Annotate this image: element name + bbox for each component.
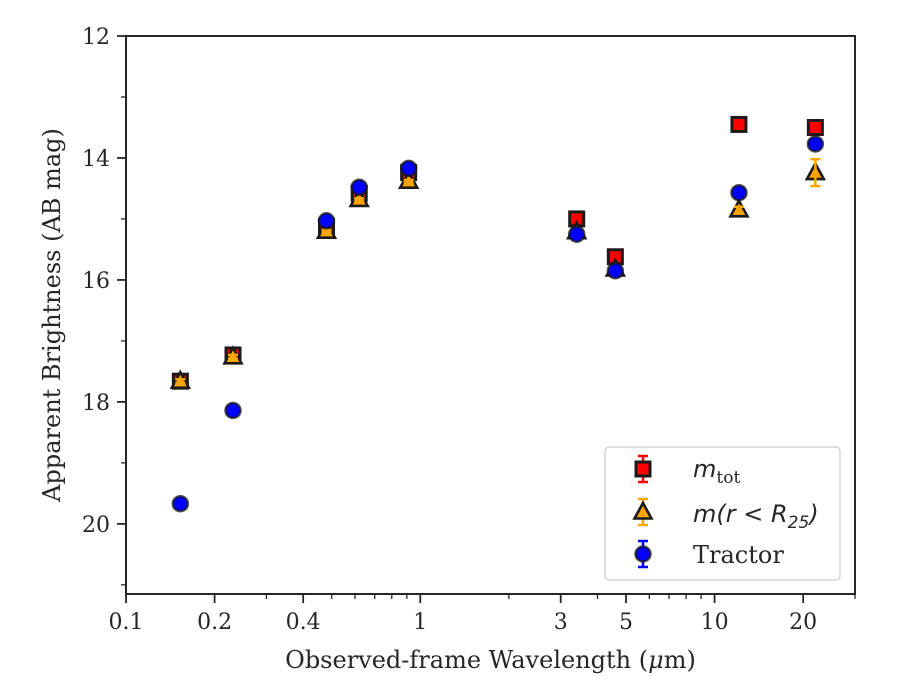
legend-handles: [632, 454, 654, 569]
y-tick-label: 20: [82, 513, 110, 538]
x-tick-labels: 0.1 0.2 0.4 1 3 5 10 20: [109, 610, 818, 635]
x-tick-label: 20: [789, 610, 817, 635]
data-marks: [169, 115, 827, 513]
legend-label-m-tot: mtot: [693, 455, 740, 488]
y-tick-label: 12: [82, 25, 110, 50]
x-tick-label: 0.1: [109, 610, 144, 635]
x-tick-label: 0.2: [197, 610, 232, 635]
legend-label-tractor: Tractor: [693, 541, 784, 569]
legend-box: [604, 446, 841, 581]
x-tick-label: 5: [619, 610, 633, 635]
x-tick-label: 0.4: [286, 610, 321, 635]
y-tick-labels: 12 14 16 18 20: [82, 25, 110, 538]
y-tick-label: 18: [82, 391, 110, 416]
plot-area-frame: [125, 35, 856, 595]
legend: mtot m(r < R25) Tractor: [604, 446, 841, 581]
legend-label-m-r-r25: m(r < R25): [693, 500, 819, 533]
legend-handle-triangle: [632, 497, 654, 527]
legend-handle-square: [634, 454, 652, 484]
y-tick-label: 16: [82, 269, 110, 294]
x-axis-label: Observed-frame Wavelength (μm): [285, 646, 696, 674]
legend-marker-triangle: [632, 500, 654, 520]
series-circle: [171, 135, 825, 513]
x-axis-label-mu: μ: [648, 646, 664, 674]
x-tick-label: 1: [413, 610, 427, 635]
series-square: [171, 115, 824, 390]
series-triangle: [169, 157, 827, 389]
y-tick-label: 14: [82, 147, 110, 172]
legend-handle-circle: [634, 539, 652, 569]
y-axis-label: Apparent Brightness (AB mag): [38, 128, 66, 503]
legend-marker-circle: [634, 545, 652, 563]
legend-marker-square: [634, 460, 652, 478]
x-tick-label: 10: [701, 610, 729, 635]
x-tick-label: 3: [554, 610, 568, 635]
